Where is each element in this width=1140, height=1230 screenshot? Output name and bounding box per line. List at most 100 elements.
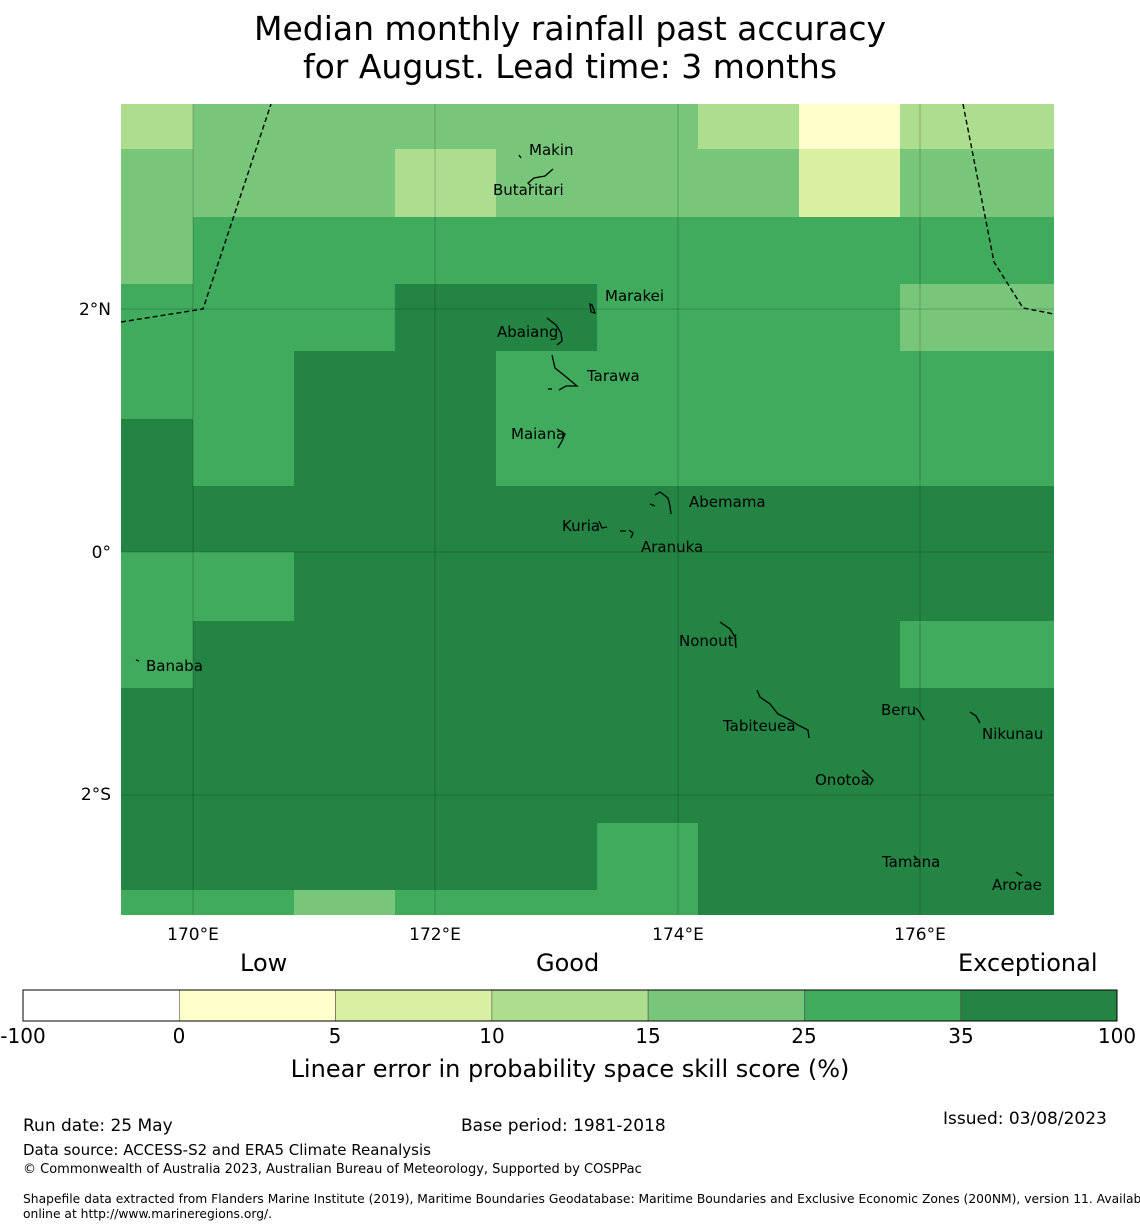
grid-cell: [496, 149, 597, 217]
colorbar-segment: [491, 989, 649, 1022]
base-period: Base period: 1981-2018: [461, 1116, 666, 1136]
grid-cell: [193, 486, 294, 552]
place-label-aranuka: Aranuka: [641, 538, 703, 556]
grid-cell: [193, 104, 294, 149]
grid-cell: [193, 552, 294, 621]
grid-cell: [496, 823, 597, 890]
grid-cell: [597, 284, 698, 351]
grid-cell: [799, 486, 900, 552]
grid-cell: [597, 217, 698, 284]
grid-cell: [496, 890, 597, 915]
colorbar: [22, 989, 1118, 1022]
place-label-arorae: Arorae: [992, 876, 1042, 894]
grid-cell: [395, 552, 496, 621]
nikunau-outline: [969, 711, 981, 724]
grid-cell: [193, 149, 294, 217]
grid-cell: [799, 756, 900, 823]
grid-cell: [1001, 149, 1054, 217]
grid-cell: [294, 890, 395, 915]
colorbar-tick-15: 15: [635, 1024, 661, 1048]
grid-cell: [193, 688, 294, 756]
colorbar-segment: [335, 989, 493, 1022]
grid-cell: [121, 823, 193, 890]
grid-cell: [193, 890, 294, 915]
grid-cell: [799, 149, 900, 217]
place-label-tamana: Tamana: [881, 853, 940, 871]
abemama-outline: [654, 491, 672, 515]
grid-cell: [900, 823, 1001, 890]
grid-cell: [395, 419, 496, 486]
grid-cell: [496, 486, 597, 552]
makin-outline: [518, 154, 522, 159]
tarawa-outline: [551, 354, 579, 391]
grid-cell: [395, 104, 496, 149]
grid-cell: [395, 284, 496, 351]
grid-cell: [698, 823, 799, 890]
grid-cell: [698, 149, 799, 217]
place-label-maiana: Maiana: [511, 425, 565, 443]
title-line-1: Median monthly rainfall past accuracy: [253, 9, 887, 48]
grid-cell: [698, 104, 799, 149]
grid-cell: [698, 284, 799, 351]
lon-label-170e: 170°E: [167, 925, 219, 945]
grid-cell: [294, 552, 395, 621]
eez-boundary-west: [120, 103, 272, 323]
place-label-kuria: Kuria: [562, 517, 600, 535]
grid-cell: [121, 419, 193, 486]
grid-cell: [698, 217, 799, 284]
beru-outline: [915, 707, 925, 721]
grid-cell: [294, 217, 395, 284]
skill-grid: [121, 104, 1054, 915]
title-line-2: for August. Lead time: 3 months: [302, 47, 838, 86]
grid-cell: [1001, 217, 1054, 284]
grid-cell: [496, 284, 597, 351]
grid-cell: [698, 756, 799, 823]
place-label-nonouti: Nonouti: [679, 632, 738, 650]
place-label-onotoa: Onotoa: [815, 771, 870, 789]
grid-cell: [900, 688, 1001, 756]
graticule: [121, 104, 1054, 915]
butaritari-outline: [527, 168, 554, 187]
grid-cell: [799, 688, 900, 756]
grid-cell: [900, 419, 1001, 486]
grid-cell: [698, 621, 799, 688]
grid-cell: [496, 104, 597, 149]
grid-cell: [121, 284, 193, 351]
grid-cell: [193, 419, 294, 486]
grid-cell: [900, 890, 1001, 915]
grid-cell: [395, 486, 496, 552]
grid-cell: [121, 688, 193, 756]
abaiang-outline: [546, 317, 563, 346]
grid-cell: [294, 419, 395, 486]
place-label-tabiteuea: Tabiteuea: [722, 717, 796, 735]
colorbar-segment: [647, 989, 805, 1022]
issued-date: Issued: 03/08/2023: [943, 1109, 1107, 1129]
colorbar-tick--100: -100: [0, 1024, 46, 1048]
colorbar-segment: [22, 989, 180, 1022]
grid-cell: [1001, 756, 1054, 823]
grid-cell: [900, 756, 1001, 823]
grid-cell: [496, 552, 597, 621]
nonouti-outline: [719, 621, 737, 649]
lat-label-2s: 2°S: [81, 785, 111, 805]
grid-cell: [496, 756, 597, 823]
lat-label-0: 0°: [92, 543, 111, 563]
run-date: Run date: 25 May: [23, 1116, 173, 1136]
grid-cell: [597, 552, 698, 621]
place-label-marakei: Marakei: [605, 287, 664, 305]
grid-cell: [294, 104, 395, 149]
lon-label-174e: 174°E: [652, 925, 704, 945]
place-label-banaba: Banaba: [146, 657, 203, 675]
place-label-abaiang: Abaiang: [497, 323, 558, 341]
grid-cell: [496, 688, 597, 756]
grid-cell: [597, 104, 698, 149]
colorbar-category-low: Low: [240, 949, 288, 977]
grid-cell: [900, 149, 1001, 217]
grid-cell: [193, 756, 294, 823]
colorbar-category-exceptional: Exceptional: [958, 949, 1098, 977]
grid-cell: [799, 419, 900, 486]
grid-cell: [395, 217, 496, 284]
eez-boundary-east: [962, 103, 1055, 315]
colorbar-segment: [804, 989, 962, 1022]
grid-cell: [799, 890, 900, 915]
